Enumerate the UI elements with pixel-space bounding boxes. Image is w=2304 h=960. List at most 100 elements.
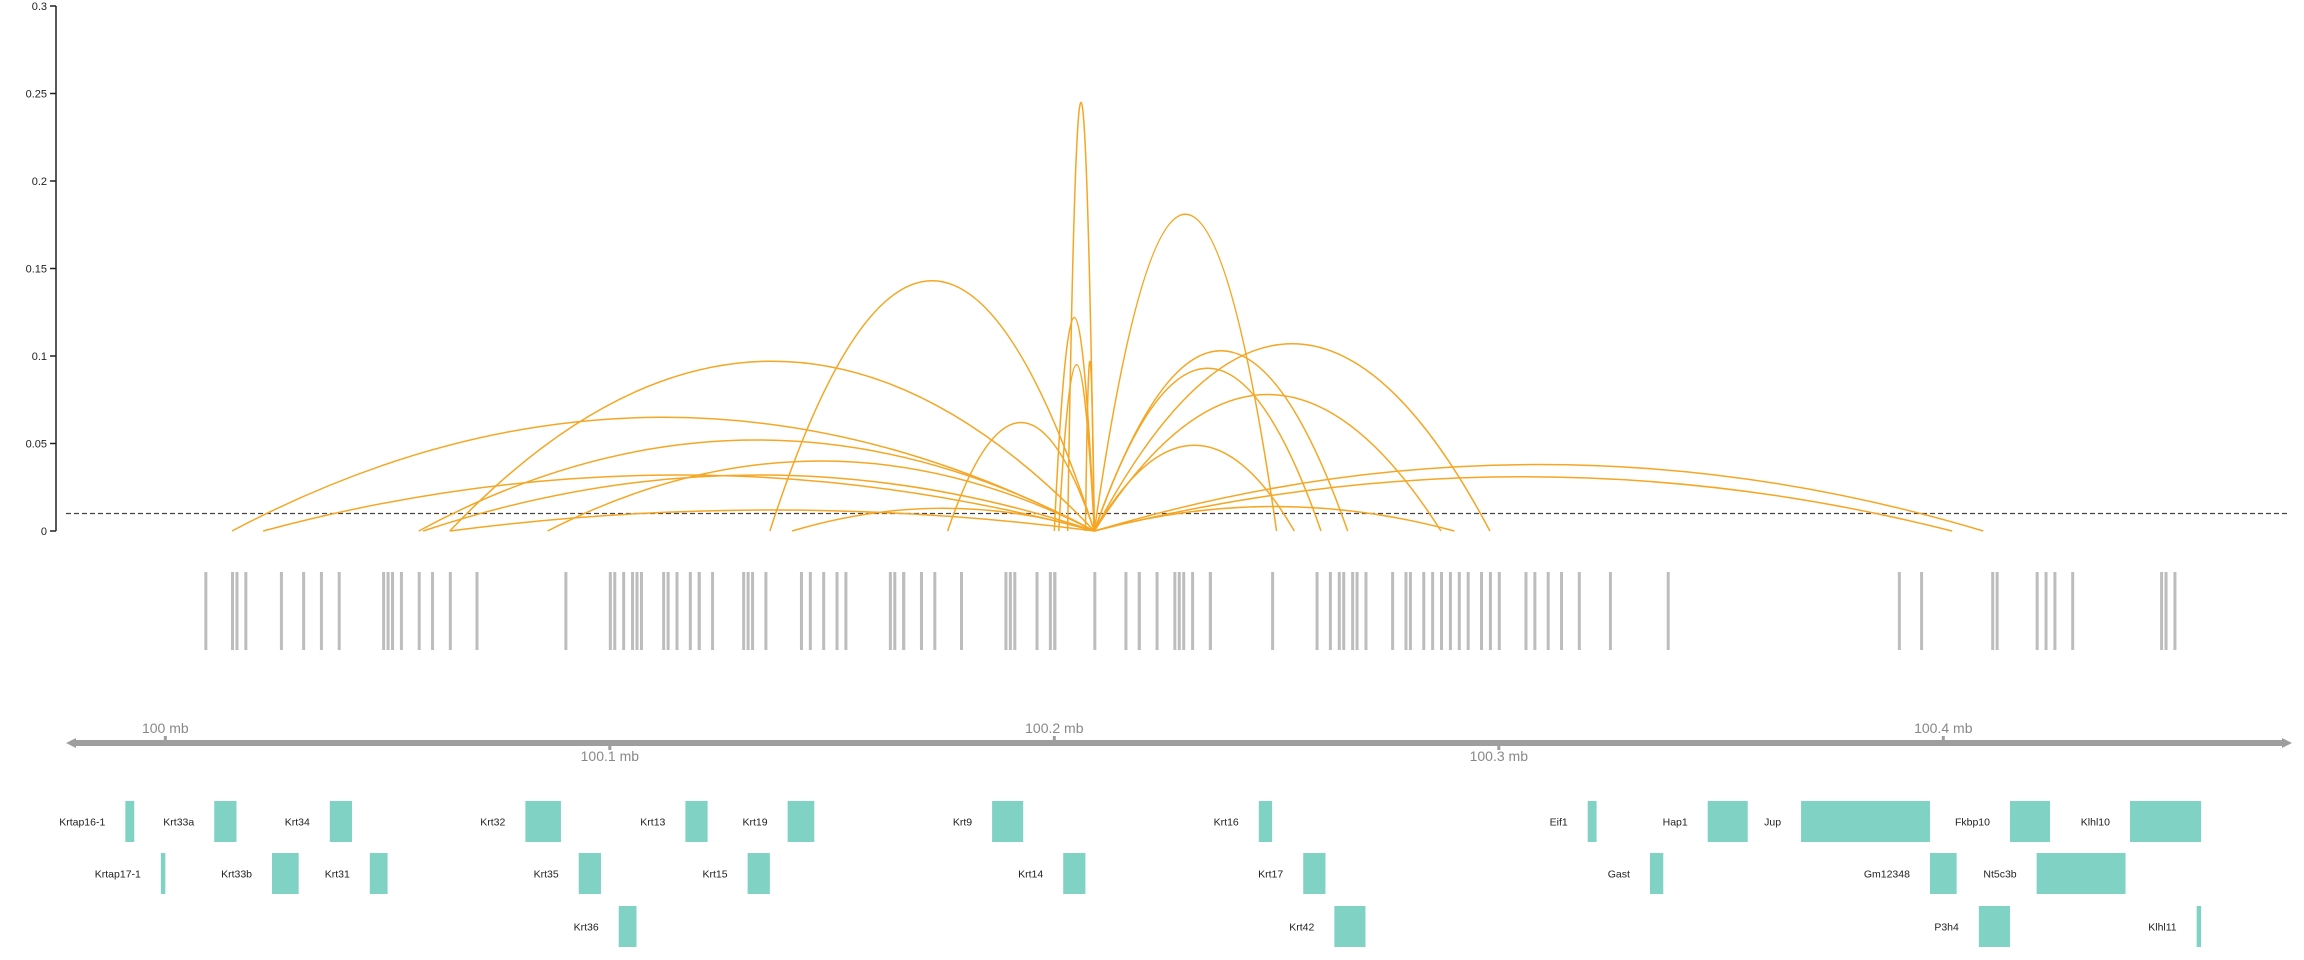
snp-mark xyxy=(1577,572,1581,650)
gene-label: Krt32 xyxy=(480,817,505,829)
gene-box xyxy=(992,801,1024,842)
snp-mark xyxy=(204,572,208,650)
snp-mark xyxy=(391,572,395,650)
snp-mark xyxy=(959,572,963,650)
snp-mark xyxy=(1533,572,1537,650)
snp-mark xyxy=(417,572,421,650)
snp-mark xyxy=(1351,572,1355,650)
snp-mark xyxy=(399,572,403,650)
arc xyxy=(1053,317,1096,532)
gene-box xyxy=(685,801,708,842)
snp-mark xyxy=(711,572,715,650)
genome-tick-label: 100.4 mb xyxy=(1914,720,1973,736)
snp-mark xyxy=(799,572,803,650)
arc xyxy=(769,280,1096,532)
snp-mark xyxy=(1124,572,1128,650)
snp-mark xyxy=(822,572,826,650)
snp-mark xyxy=(764,572,768,650)
gene-label: Hap1 xyxy=(1663,817,1688,829)
snp-mark xyxy=(337,572,341,650)
axis-arrow-left xyxy=(66,738,76,748)
gene-label: Krt9 xyxy=(953,817,972,829)
snp-mark xyxy=(1053,572,1057,650)
gene-box xyxy=(1258,801,1273,842)
snp-mark xyxy=(751,572,755,650)
axis-arrow-right xyxy=(2282,738,2292,748)
snp-mark xyxy=(1666,572,1670,650)
snp-mark xyxy=(639,572,643,650)
snp-mark xyxy=(662,572,666,650)
gene-label: Krt36 xyxy=(574,922,599,934)
snp-mark xyxy=(675,572,679,650)
genome-tick-label: 100.3 mb xyxy=(1470,748,1529,764)
gene-label: Krt17 xyxy=(1258,869,1283,881)
arc xyxy=(418,439,1095,532)
gene-box xyxy=(329,801,353,842)
snp-mark xyxy=(1271,572,1275,650)
snp-mark xyxy=(382,572,386,650)
arc xyxy=(1084,360,1096,532)
gene-box xyxy=(1707,801,1748,842)
genome-tick-label: 100.2 mb xyxy=(1025,720,1084,736)
gene-label: Krt14 xyxy=(1018,869,1043,881)
snp-mark xyxy=(613,572,617,650)
snp-track xyxy=(204,572,2177,650)
snp-mark xyxy=(746,572,750,650)
snp-mark xyxy=(1155,572,1159,650)
snp-mark xyxy=(1208,572,1212,650)
gene-label: Krt42 xyxy=(1289,922,1314,934)
arc xyxy=(262,474,1095,532)
y-tick-label: 0 xyxy=(41,526,47,538)
gene-box xyxy=(1801,801,1930,842)
gene-box xyxy=(272,853,299,894)
gene-label: Krt33a xyxy=(163,817,194,829)
y-tick-label: 0.15 xyxy=(26,264,47,276)
gene-box xyxy=(160,853,166,894)
gene-label: Klhl10 xyxy=(2081,817,2110,829)
y-tick-label: 0.25 xyxy=(26,89,47,101)
snp-mark xyxy=(622,572,626,650)
snp-mark xyxy=(888,572,892,650)
arc xyxy=(1093,393,1442,532)
arc xyxy=(791,507,1095,532)
snp-mark xyxy=(302,572,306,650)
gene-box xyxy=(1978,906,2010,947)
snp-mark xyxy=(666,572,670,650)
snp-mark xyxy=(1524,572,1528,650)
snp-mark xyxy=(2071,572,2075,650)
snp-mark xyxy=(386,572,390,650)
snp-mark xyxy=(235,572,239,650)
snp-mark xyxy=(1355,572,1359,650)
snp-mark xyxy=(697,572,701,650)
snp-mark xyxy=(835,572,839,650)
gene-label: Krt15 xyxy=(703,869,728,881)
snp-mark xyxy=(1177,572,1181,650)
gene-box xyxy=(369,853,388,894)
gene-label: Fkbp10 xyxy=(1955,817,1990,829)
snp-mark xyxy=(1364,572,1368,650)
gene-box xyxy=(2196,906,2202,947)
snp-mark xyxy=(1048,572,1052,650)
snp-mark xyxy=(1488,572,1492,650)
snp-mark xyxy=(1315,572,1319,650)
snp-mark xyxy=(933,572,937,650)
arc xyxy=(1094,463,1984,532)
snp-mark xyxy=(564,572,568,650)
y-tick-label: 0.3 xyxy=(32,1,47,13)
arc xyxy=(1093,350,1349,532)
gene-label: Gast xyxy=(1608,869,1630,881)
arc xyxy=(1094,476,1953,532)
snp-mark xyxy=(1035,572,1039,650)
genome-tick-label: 100.1 mb xyxy=(581,748,640,764)
genome-axis: 100 mb 100.2 mb 100.4 mb 100.1 mb 100.3 mb xyxy=(66,720,2292,764)
snp-mark xyxy=(319,572,323,650)
gene-box xyxy=(2036,853,2126,894)
arc xyxy=(449,360,1095,532)
snp-mark xyxy=(1191,572,1195,650)
y-tick-label: 0.05 xyxy=(26,439,47,451)
snp-mark xyxy=(2173,572,2177,650)
snp-mark xyxy=(1013,572,1017,650)
snp-mark xyxy=(1137,572,1141,650)
gene-label: Krt35 xyxy=(534,869,559,881)
